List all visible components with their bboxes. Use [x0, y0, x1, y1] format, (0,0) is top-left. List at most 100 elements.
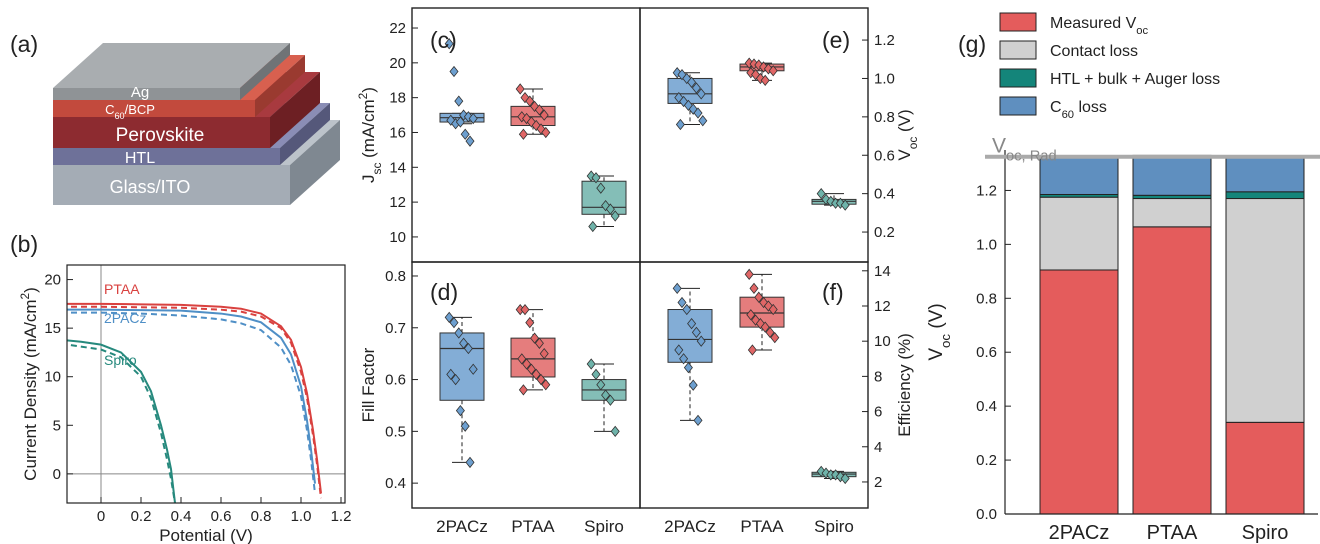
data-point — [525, 316, 535, 329]
y-tick-label: 20 — [389, 55, 406, 72]
data-point — [610, 210, 620, 222]
layer-front — [53, 165, 290, 205]
data-point — [539, 109, 549, 121]
text-part: ) — [21, 287, 40, 293]
data-point — [760, 321, 770, 333]
y-tick-label: 8 — [874, 368, 882, 385]
layer-label: HTL — [125, 150, 155, 167]
data-point — [526, 363, 536, 375]
y-tick-label: 6 — [874, 404, 882, 421]
data-point — [840, 199, 850, 211]
panel-label: (g) — [958, 31, 986, 57]
y-axis-label: Fill Factor — [359, 347, 378, 422]
data-point — [460, 128, 470, 140]
data-point — [770, 332, 780, 344]
x-axis-label: Potential (V) — [159, 526, 253, 544]
data-point — [515, 83, 525, 95]
data-point — [454, 327, 464, 339]
jv-curve — [67, 302, 322, 494]
data-point — [520, 304, 530, 316]
data-point — [465, 135, 475, 147]
data-point — [691, 82, 701, 94]
box — [667, 309, 713, 363]
legend-swatch — [999, 12, 1037, 32]
text-part: V — [992, 135, 1006, 158]
legend-label: C60 loss — [1050, 99, 1107, 121]
y-tick-label: 0 — [53, 466, 61, 483]
data-point — [531, 368, 541, 381]
data-point — [534, 104, 544, 116]
data-point — [460, 420, 470, 432]
data-point — [539, 348, 549, 360]
text-part: 2 — [356, 92, 370, 99]
reference-label: Voc, Rad — [992, 135, 1057, 165]
data-point — [541, 379, 551, 391]
data-point — [518, 128, 528, 140]
legend-label: Contact loss — [1050, 43, 1138, 60]
y-tick-label: 1.2 — [976, 182, 997, 199]
data-point — [591, 368, 601, 381]
data-point — [468, 363, 478, 375]
y-tick-label: 22 — [389, 20, 406, 37]
data-point — [679, 353, 689, 365]
data-point — [463, 342, 473, 355]
layer-side — [255, 55, 305, 117]
device-stack — [53, 43, 340, 205]
y-tick-label: 15 — [44, 320, 61, 337]
y-tick-label: 0.6 — [385, 372, 406, 389]
y-tick-label: 0.0 — [976, 506, 997, 523]
layer-front — [53, 88, 240, 100]
layer-front — [53, 148, 280, 165]
legend-label: Measured Voc — [1050, 15, 1148, 37]
series-label: PTAA — [104, 281, 140, 297]
text-part: oc — [938, 334, 953, 348]
x-tick-label: Spiro — [1242, 522, 1289, 544]
x-tick-label: 0.6 — [211, 508, 232, 525]
data-point — [840, 472, 850, 485]
y-tick-label: 0.4 — [874, 186, 895, 203]
text-part: 60 — [114, 111, 124, 121]
layer-label: Ag — [131, 84, 149, 101]
y-tick-label: 0.8 — [385, 268, 406, 285]
x-tick-label: 2PACz — [664, 517, 716, 536]
data-point — [754, 291, 764, 303]
data-point — [605, 203, 615, 215]
y-tick-label: 0.6 — [976, 344, 997, 361]
y-tick-label: 12 — [874, 298, 891, 315]
text-part: (mA/cm — [359, 99, 378, 162]
text-part: ) — [359, 87, 378, 93]
series-label: Spiro — [104, 352, 137, 368]
layer-label: C60/BCP — [105, 102, 155, 121]
jv-curve — [67, 308, 316, 484]
data-point — [610, 425, 620, 437]
y-tick-label: 16 — [389, 124, 406, 141]
x-tick-label: 0.4 — [171, 508, 192, 525]
jv-curve — [67, 305, 322, 499]
data-point — [591, 172, 601, 184]
y-tick-label: 1.0 — [874, 70, 895, 87]
box — [581, 180, 627, 215]
y-tick-label: 0.2 — [976, 452, 997, 469]
y-tick-label: 0.4 — [976, 398, 997, 415]
data-point — [586, 358, 596, 370]
bar-segment — [1132, 154, 1212, 196]
x-tick-label: 0 — [97, 508, 105, 525]
x-tick-label: PTAA — [511, 517, 555, 536]
data-point — [536, 373, 546, 386]
bar-segment — [1132, 226, 1212, 515]
text-part: oc, Rad — [1006, 149, 1057, 165]
y-axis-label: Efficiency (%) — [895, 333, 914, 437]
layer-label: Glass/ITO — [110, 177, 191, 197]
y-tick-label: 10 — [44, 369, 61, 386]
jv-curve — [67, 343, 176, 503]
panel-label: (b) — [10, 231, 38, 257]
data-point — [444, 38, 454, 50]
text-part: C — [1050, 99, 1062, 116]
data-point — [518, 384, 528, 396]
panel-label: (f) — [822, 279, 844, 305]
x-tick-label: PTAA — [1147, 522, 1198, 544]
data-point — [449, 65, 459, 78]
y-tick-label: 2 — [874, 474, 882, 491]
jv-curve — [67, 339, 176, 503]
